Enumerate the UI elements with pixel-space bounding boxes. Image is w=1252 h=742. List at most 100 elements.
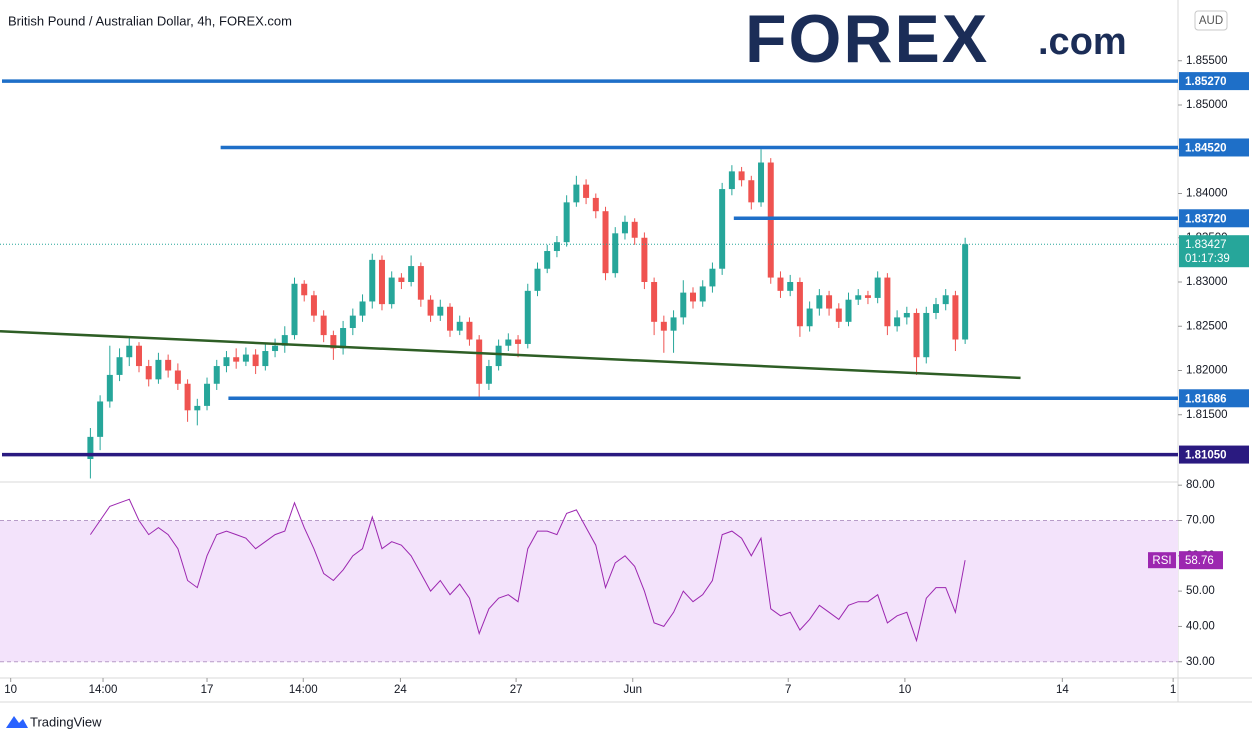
candle-body [515,339,522,344]
candle-body [184,383,191,411]
candle-body [738,171,745,181]
candle-body [369,259,376,302]
candle-body [388,277,395,305]
current-price-box [1179,235,1249,268]
current-price-label: 1.83427 [1185,239,1227,251]
y-tick-label: 80.00 [1186,479,1215,491]
y-tick-label: 1.82500 [1186,320,1228,332]
candle-body [913,312,920,358]
currency-box[interactable] [1194,10,1228,31]
candle-body [621,221,628,234]
rsi-name-box [1148,552,1176,569]
tradingview-icon[interactable] [6,716,28,728]
candle-body [272,345,279,352]
level-label: 1.84520 [1185,143,1227,155]
candle-body [427,299,434,316]
candle-body [612,233,619,274]
y-tick-label: 1.82000 [1186,365,1228,377]
logo: FOREX [745,1,989,77]
plot: 10 14:00 17 14:00 24 27 Jun 7 10 14 1 1.81500 1.8200… [0,55,1249,696]
x-tick-label: 7 [785,684,791,696]
candle-body [641,237,648,282]
tradingview-logo[interactable]: TradingView [6,714,102,729]
x-tick-label: 10 [4,684,17,696]
candle-body [194,405,201,411]
candle-body [884,277,891,327]
candle-body [349,315,356,329]
candle-body [281,335,288,346]
x-tick-label: 17 [201,684,214,696]
candle-body [398,277,405,282]
candle-body [903,312,910,318]
y-tick-label: 1.83000 [1186,276,1228,288]
candle-body [174,370,181,384]
candle-body [223,357,230,367]
candle-body [962,244,969,340]
candle-body [728,171,735,190]
candle-body [437,306,444,316]
candle-body [923,312,930,358]
y-tick-label: 40.00 [1186,620,1215,632]
level-label-box [1179,389,1249,408]
candle-body [816,295,823,309]
candle-body [709,268,716,287]
candle-body [97,401,104,437]
candle-body [826,295,833,309]
level-label: 1.85270 [1185,76,1227,88]
candle-body [476,339,483,384]
candle-body [340,328,347,349]
x-tick-label: 27 [510,684,523,696]
candle-body [942,295,949,305]
rsi-value: 58.76 [1185,555,1214,567]
y-tick-label: 50.00 [1186,585,1215,597]
candle-body [719,189,726,269]
candle-body [330,335,337,349]
x-tick-label: 1 [1170,684,1176,696]
level-label: 1.81686 [1185,393,1227,405]
candle-body [310,295,317,316]
rsi-band [0,520,1178,662]
candle-body [301,283,308,296]
candle-body [524,290,531,344]
candle-body [553,242,560,252]
candle-body [447,306,454,331]
candle-body [592,197,599,212]
level-label-box [1179,138,1249,157]
candle-body [602,211,609,274]
footer-brand[interactable]: TradingView [30,714,102,729]
candle-body [320,315,327,336]
x-tick-label: 14:00 [289,684,318,696]
currency[interactable]: AUD [1199,15,1223,27]
x-tick-label: 10 [898,684,911,696]
candle-body [505,339,512,346]
y-tick-label: 30.00 [1186,656,1215,668]
candle-body [855,295,862,300]
candle-body [417,266,424,300]
y-tick-label: 1.85000 [1186,99,1228,111]
candle-body [106,374,113,402]
candle-body [456,321,463,331]
candle-body [135,345,142,367]
candle-body [787,281,794,291]
candle-body [748,180,755,203]
candle-body [573,184,580,203]
y-tick-label: 1.84000 [1186,188,1228,200]
candle-body [777,277,784,291]
candle-body [126,345,133,358]
rsi-line [89,498,966,643]
candle-body [262,351,269,367]
candle-body [233,357,240,362]
level-label-box [1179,445,1249,464]
logo-suffix: .com [1038,21,1127,63]
candle-body [242,354,249,362]
candle-body [583,184,590,198]
candle-body [87,436,94,459]
level-label-box [1179,209,1249,228]
candle-body [835,308,842,322]
candle-body [699,286,706,302]
rsi-name: RSI [1152,555,1171,567]
y-tick-label: 1.85500 [1186,55,1228,67]
candle-body [689,292,696,302]
candle-body [145,366,152,380]
